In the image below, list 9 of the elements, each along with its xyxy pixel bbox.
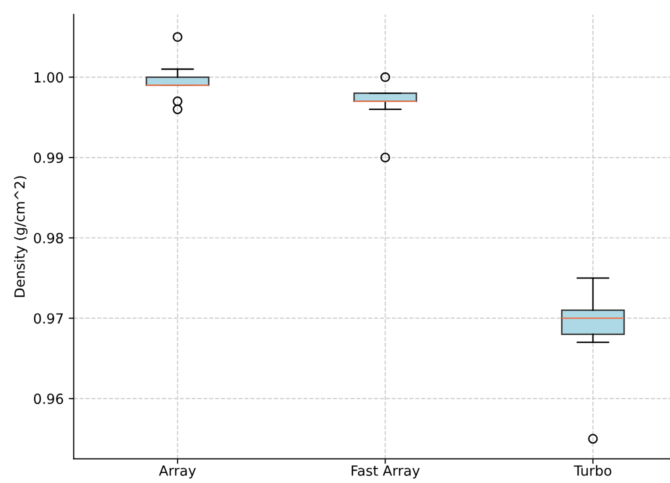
y-tick-label: 0.98 <box>34 232 64 244</box>
y-tick-label: 0.97 <box>34 313 63 324</box>
x-tick-label: Fast Array <box>352 466 420 479</box>
y-tick-label: 0.96 <box>34 394 64 404</box>
y-tick-label: 0.99 <box>34 152 63 163</box>
y-tick-label: 1.00 <box>34 72 64 83</box>
y-axis-title: Density (g/cm^2) <box>14 176 28 297</box>
x-tick-label: Array <box>158 466 196 479</box>
x-tick-label: Turbo <box>574 465 612 476</box>
